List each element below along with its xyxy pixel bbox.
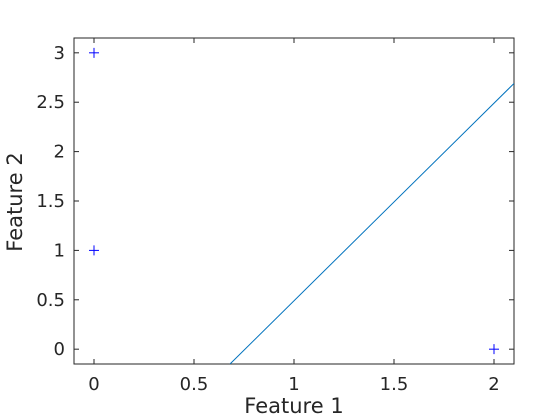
y-tick-label: 3	[54, 43, 65, 64]
axis-ticks: 0 0.5 1 1.5 2 0 0.5 1 1.5 2 2.5 3	[36, 38, 514, 395]
y-axis-label: Feature 2	[3, 152, 27, 251]
x-tick-label: 0.5	[180, 374, 209, 395]
data-point	[89, 47, 99, 58]
x-axis-label: Feature 1	[244, 394, 343, 418]
x-tick-label: 0	[88, 374, 99, 395]
y-tick-label: 2	[54, 142, 65, 163]
x-tick-label: 2	[488, 374, 499, 395]
decision-boundary-line	[229, 83, 514, 364]
y-tick-label: 0	[54, 339, 65, 360]
y-tick-label: 0.5	[36, 290, 65, 311]
plot-area	[73, 37, 515, 365]
data-point	[489, 344, 499, 355]
y-tick-label: 1.5	[36, 191, 65, 212]
data-clip-group	[229, 83, 514, 364]
x-tick-label: 1	[288, 374, 299, 395]
x-tick-label: 1.5	[380, 374, 409, 395]
data-point	[89, 245, 99, 256]
chart-marks	[89, 47, 514, 364]
y-tick-label: 2.5	[36, 92, 65, 113]
axes-box	[73, 37, 515, 365]
y-tick-label: 1	[54, 240, 65, 261]
